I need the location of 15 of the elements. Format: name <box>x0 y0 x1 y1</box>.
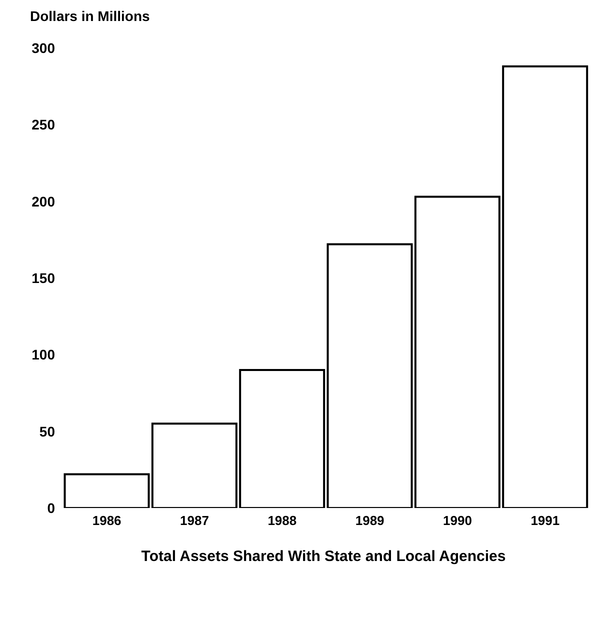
x-axis-title: Total Assets Shared With State and Local Agencies <box>140 548 507 565</box>
y-axis-title: Dollars in Millions <box>30 8 151 24</box>
x-tick-label: 1987 <box>180 513 209 528</box>
y-tick-label: 200 <box>32 193 56 210</box>
y-tick-label: 50 <box>39 423 56 440</box>
x-tick-label: 1991 <box>530 513 560 528</box>
x-tick-label: 1989 <box>355 513 384 528</box>
x-tick-label: 1986 <box>92 513 122 528</box>
y-tick-label: 150 <box>32 270 56 286</box>
x-tick-label: 1988 <box>268 513 297 528</box>
y-tick-label: 300 <box>32 40 56 56</box>
y-tick-label: 0 <box>47 500 56 516</box>
y-tick-label: 250 <box>32 116 56 133</box>
y-tick-label: 100 <box>32 346 56 363</box>
x-tick-label: 1990 <box>443 513 472 528</box>
